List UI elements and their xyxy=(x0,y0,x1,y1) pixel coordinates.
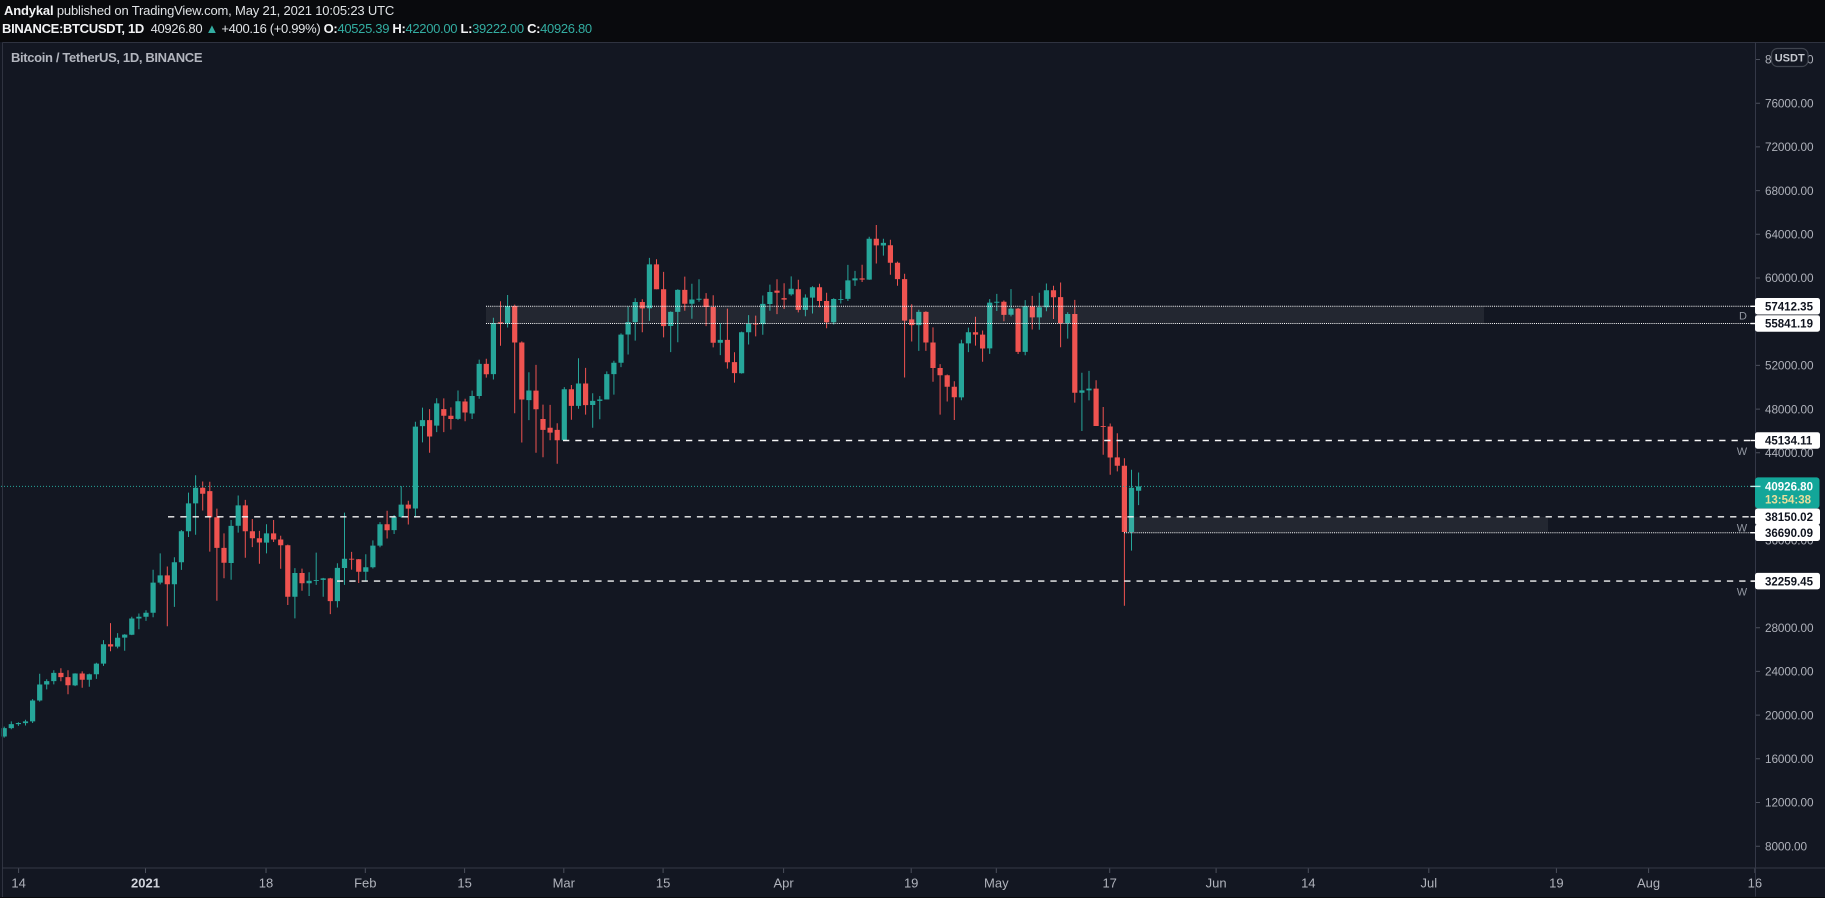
svg-text:19: 19 xyxy=(1549,876,1563,891)
svg-text:52000.00: 52000.00 xyxy=(1765,359,1814,373)
svg-text:Apr: Apr xyxy=(773,876,794,891)
svg-text:16000.00: 16000.00 xyxy=(1765,752,1814,766)
svg-text:55841.19: 55841.19 xyxy=(1765,319,1813,331)
svg-text:18: 18 xyxy=(259,876,273,891)
svg-text:48000.00: 48000.00 xyxy=(1765,402,1814,416)
svg-text:May: May xyxy=(984,876,1009,891)
svg-text:68000.00: 68000.00 xyxy=(1765,184,1814,198)
svg-text:19: 19 xyxy=(904,876,918,891)
svg-text:USDT: USDT xyxy=(1775,53,1805,65)
svg-text:40926.80: 40926.80 xyxy=(1765,482,1813,494)
svg-text:Jul: Jul xyxy=(1420,876,1437,891)
svg-text:8000.00: 8000.00 xyxy=(1765,839,1807,853)
svg-text:15: 15 xyxy=(656,876,670,891)
svg-text:W: W xyxy=(1737,587,1748,599)
svg-text:W: W xyxy=(1737,523,1748,535)
svg-text:14: 14 xyxy=(11,876,25,891)
svg-text:13:54:38: 13:54:38 xyxy=(1765,495,1812,507)
svg-text:76000.00: 76000.00 xyxy=(1765,96,1814,110)
svg-text:12000.00: 12000.00 xyxy=(1765,796,1814,810)
svg-text:36690.09: 36690.09 xyxy=(1765,528,1813,540)
svg-text:45134.11: 45134.11 xyxy=(1765,436,1813,448)
svg-text:Feb: Feb xyxy=(354,876,376,891)
svg-text:28000.00: 28000.00 xyxy=(1765,621,1814,635)
svg-text:W: W xyxy=(1737,446,1748,458)
svg-text:60000.00: 60000.00 xyxy=(1765,271,1814,285)
svg-text:14: 14 xyxy=(1301,876,1315,891)
svg-text:44000.00: 44000.00 xyxy=(1765,446,1814,460)
svg-text:Aug: Aug xyxy=(1637,876,1660,891)
svg-text:24000.00: 24000.00 xyxy=(1765,665,1814,679)
svg-text:Mar: Mar xyxy=(553,876,576,891)
svg-text:15: 15 xyxy=(457,876,471,891)
svg-text:16: 16 xyxy=(1748,876,1762,891)
svg-text:Jun: Jun xyxy=(1206,876,1227,891)
svg-text:57412.35: 57412.35 xyxy=(1765,302,1814,314)
svg-text:D: D xyxy=(1739,311,1747,323)
svg-text:2021: 2021 xyxy=(131,876,160,891)
svg-text:20000.00: 20000.00 xyxy=(1765,708,1814,722)
svg-text:32259.45: 32259.45 xyxy=(1765,576,1814,588)
svg-text:17: 17 xyxy=(1102,876,1116,891)
svg-text:64000.00: 64000.00 xyxy=(1765,228,1814,242)
svg-text:72000.00: 72000.00 xyxy=(1765,140,1814,154)
svg-text:38150.02: 38150.02 xyxy=(1765,512,1813,524)
